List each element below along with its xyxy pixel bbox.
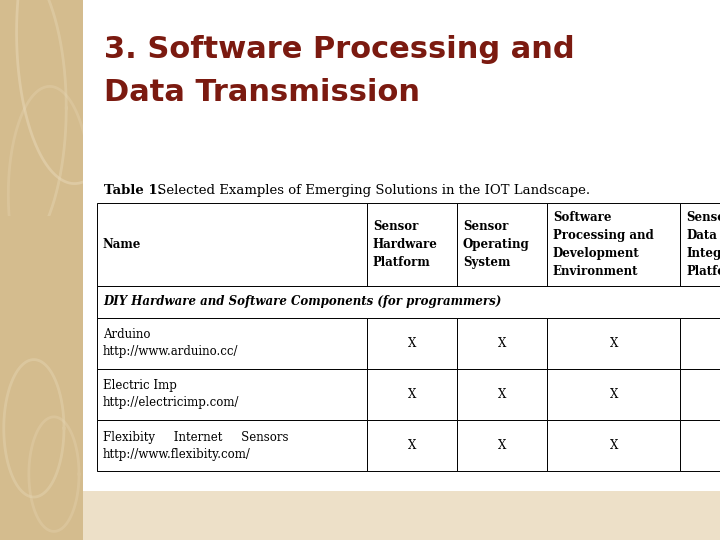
Text: X: X	[408, 336, 416, 350]
Text: DIY Hardware and Software Components (for programmers): DIY Hardware and Software Components (fo…	[103, 295, 501, 308]
Text: X: X	[498, 439, 506, 453]
Text: X: X	[610, 439, 618, 453]
Text: X: X	[498, 388, 506, 401]
Text: Name: Name	[103, 238, 141, 251]
Text: X: X	[408, 439, 416, 453]
Text: Selected Examples of Emerging Solutions in the IOT Landscape.: Selected Examples of Emerging Solutions …	[153, 184, 590, 197]
Text: Sensor
Hardware
Platform: Sensor Hardware Platform	[373, 220, 438, 269]
Text: Sensor
Data
Integration
Platform: Sensor Data Integration Platform	[686, 211, 720, 278]
Text: X: X	[408, 388, 416, 401]
Text: X: X	[610, 388, 618, 401]
Text: Arduino
http://www.arduino.cc/: Arduino http://www.arduino.cc/	[103, 328, 238, 358]
Text: Table 1.: Table 1.	[104, 184, 163, 197]
Text: Sensor
Operating
System: Sensor Operating System	[463, 220, 530, 269]
Text: 3. Software Processing and: 3. Software Processing and	[104, 35, 575, 64]
Text: Flexibity     Internet     Sensors
http://www.flexibity.com/: Flexibity Internet Sensors http://www.fl…	[103, 431, 289, 461]
Text: Electric Imp
http://electricimp.com/: Electric Imp http://electricimp.com/	[103, 380, 240, 409]
Text: X: X	[498, 336, 506, 350]
Text: X: X	[610, 336, 618, 350]
Text: Software
Processing and
Development
Environment: Software Processing and Development Envi…	[553, 211, 654, 278]
Text: Data Transmission: Data Transmission	[104, 78, 420, 107]
